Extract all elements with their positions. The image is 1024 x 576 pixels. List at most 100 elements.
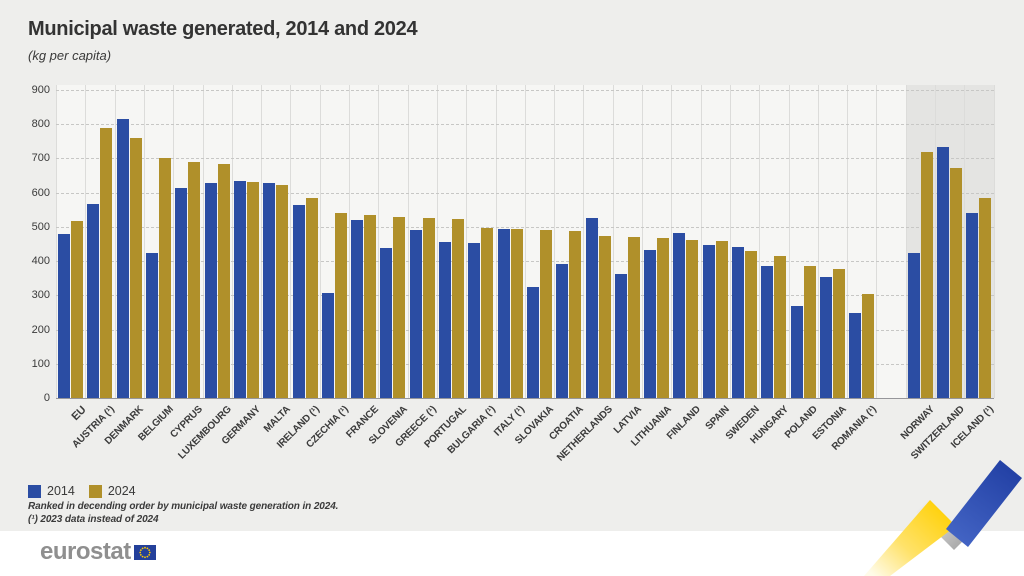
y-axis-tick-label: 300 [31,289,50,302]
bar-2024-spain [715,241,728,398]
vertical-gridline [407,85,409,398]
vertical-gridline [202,85,204,398]
bar-2014-romania [849,313,862,398]
legend-swatch-2024 [88,484,102,498]
bar-2024-denmark [129,137,142,398]
bar-2014-sweden [732,247,745,398]
y-axis-tick-label: 700 [31,152,50,165]
bar-2014-france [351,220,364,398]
ribbon-yellow-band [864,500,956,576]
vertical-gridline [788,85,790,398]
efta-panel [905,85,994,398]
bar-2024-hungary [774,255,787,398]
y-axis-tick-label: 800 [31,118,50,131]
legend-swatch-2014 [28,484,41,498]
bar-2014-lithuania [644,250,657,398]
bar-2014-netherlands [585,217,598,398]
decorative-ribbon-graphic [864,460,1022,576]
bar-2024-ireland [305,198,318,398]
vertical-gridline [56,85,57,398]
chart-title: Municipal waste generated, 2014 and 2024 [28,18,418,40]
bar-2014-malta [263,182,276,398]
vertical-gridline [290,85,292,398]
bar-2024-poland [803,265,816,398]
x-axis-label-poland: POLAND [783,404,820,441]
bar-2014-hungary [761,265,774,398]
chart-footnotes: Ranked in decending order by municipal w… [28,501,338,526]
bar-2014-belgium [146,252,159,398]
bar-2014-latvia [614,273,627,398]
bar-2024-croatia [569,230,582,398]
bar-2024-greece [422,217,435,398]
vertical-gridline [700,85,702,398]
bar-2014-estonia [819,276,832,398]
y-axis-tick-label: 600 [31,186,50,199]
bar-2014-bulgaria [468,242,481,398]
vertical-gridline [319,85,321,398]
horizontal-gridline [56,363,994,365]
vertical-gridline [436,85,438,398]
bar-2024-luxembourg [217,163,230,398]
vertical-gridline [349,85,350,398]
bar-2024-cyprus [188,161,201,398]
vertical-gridline [759,85,761,398]
vertical-gridline [173,85,175,398]
vertical-gridline [261,85,263,398]
bar-2014-norway [907,252,920,398]
horizontal-gridline [56,329,994,331]
y-axis-tick-label: 400 [31,255,50,268]
bar-2014-eu [58,234,71,398]
bar-2014-ireland [292,204,305,398]
bar-2014-austria [87,203,100,398]
bar-2014-cyprus [175,187,188,398]
bar-2024-austria [100,127,113,398]
bar-2014-denmark [116,119,129,398]
footer-strip [0,531,1024,576]
vertical-gridline [817,85,819,398]
bar-2024-latvia [627,237,640,398]
vertical-gridline [466,85,468,398]
bar-2024-lithuania [657,237,670,398]
vertical-gridline [671,85,673,398]
vertical-gridline [729,85,731,398]
bar-2024-italy [510,229,523,398]
bar-2014-portugal [439,241,452,398]
vertical-gridline [114,85,116,398]
vertical-gridline [583,85,585,398]
footnote-2023-data: (¹) 2023 data instead of 2024 [28,513,159,525]
eurostat-logo: eurostat [40,540,156,564]
y-axis-tick-label: 100 [31,357,50,370]
bar-2024-germany [246,182,259,398]
bar-2014-czechia [321,292,334,398]
vertical-gridline [554,85,556,398]
bar-2014-iceland [966,213,979,398]
bar-2014-slovakia [526,287,539,398]
vertical-gridline [495,85,497,398]
bar-2024-slovenia [393,216,406,398]
bar-2024-romania [862,293,875,398]
bar-2014-poland [790,305,803,398]
bar-2024-bulgaria [481,228,494,398]
vertical-gridline [85,85,87,398]
horizontal-gridline [56,90,994,91]
eu-flag-icon [133,544,156,560]
vertical-gridline [964,85,966,398]
bar-2014-luxembourg [204,183,217,398]
bar-2024-belgium [159,158,172,398]
horizontal-gridline [56,226,994,228]
chart-subtitle: (kg per capita) [28,48,112,63]
vertical-gridline [847,85,849,398]
y-axis-tick-label: 0 [43,392,50,404]
bar-2014-croatia [556,264,569,398]
vertical-gridline [143,85,145,398]
bar-2024-slovakia [539,229,552,398]
horizontal-gridline [56,295,994,297]
y-axis-tick-label: 200 [31,323,50,336]
chart-legend: 2014 2024 [28,484,150,498]
horizontal-gridline [56,192,994,194]
bar-2024-iceland [979,198,992,398]
bar-2014-finland [673,233,686,398]
footnote-ranking: Ranked in decending order by municipal w… [28,501,339,512]
bar-2014-italy [497,228,510,398]
